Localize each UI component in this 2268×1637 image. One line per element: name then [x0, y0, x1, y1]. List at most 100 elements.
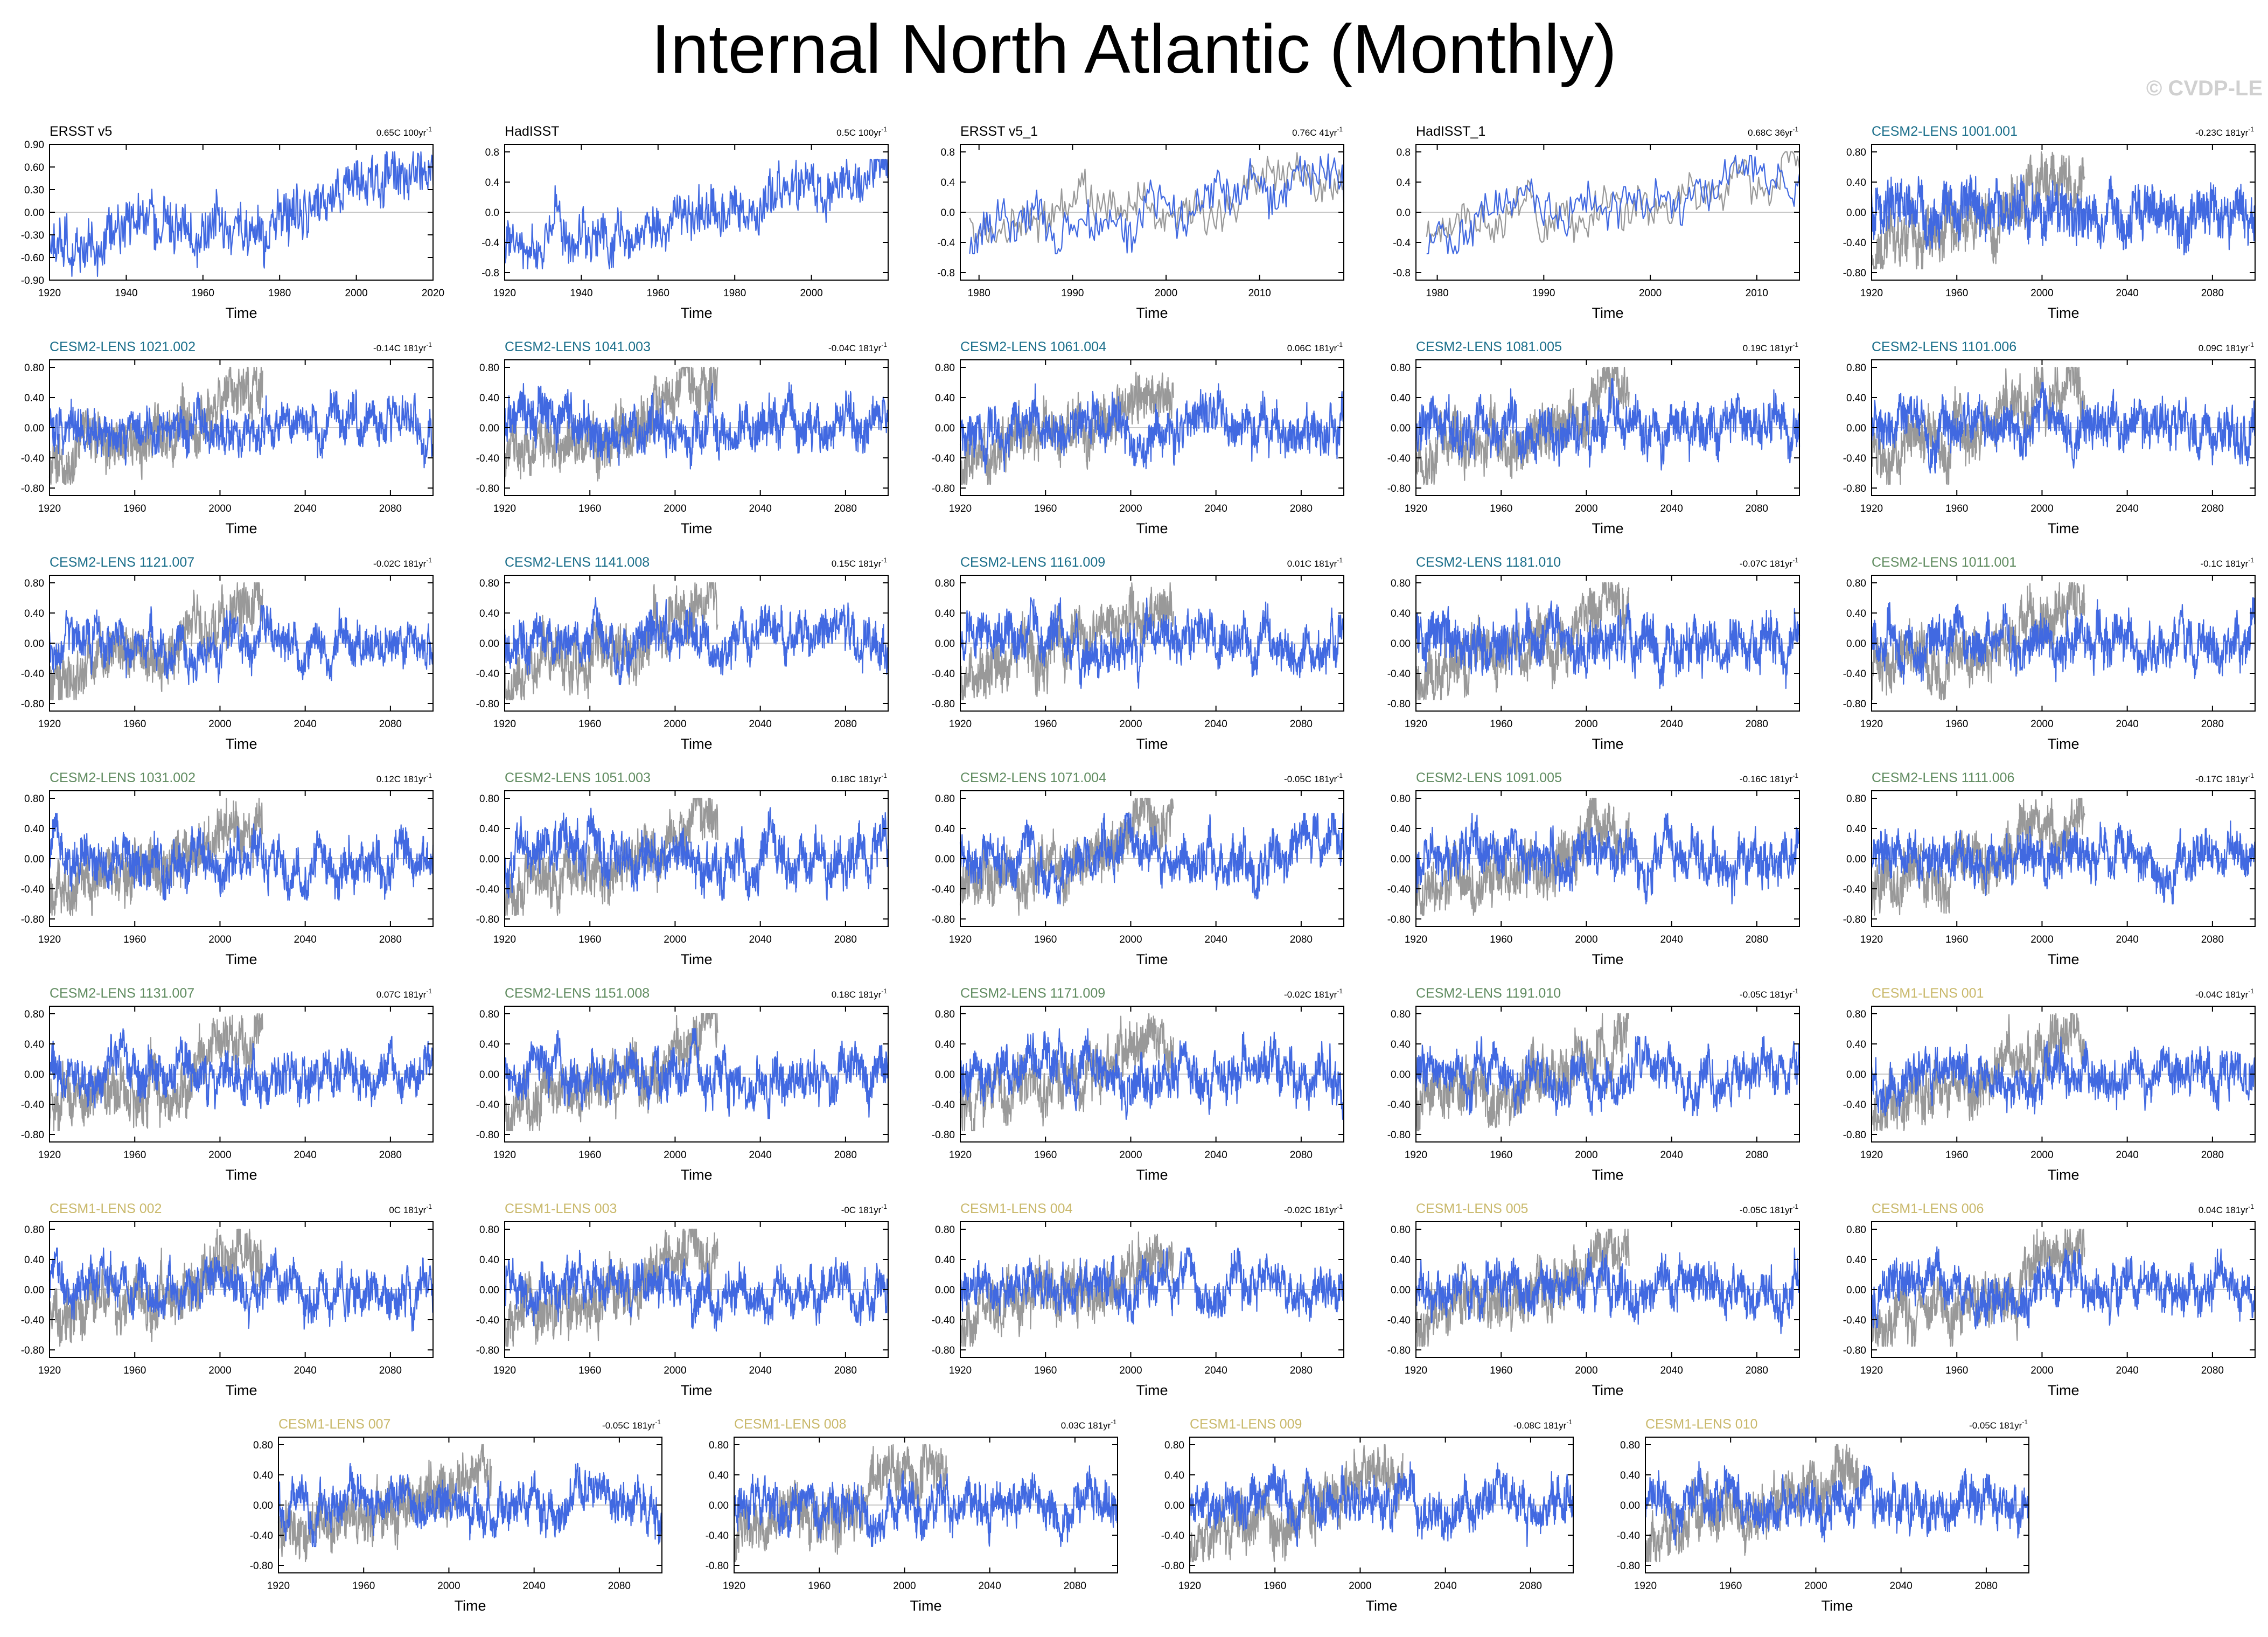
x-tick-label: 2080	[834, 1150, 857, 1161]
y-tick-label: 0.80	[1164, 1440, 1184, 1451]
panel-title: CESM2-LENS 1051.003	[505, 770, 651, 785]
y-tick-label: 0.00	[1846, 1285, 1866, 1296]
y-tick-label: -0.40	[932, 453, 955, 464]
x-tick-label: 1960	[1034, 934, 1057, 945]
x-tick-label: 2000	[893, 1580, 916, 1592]
x-tick-label: 2080	[1746, 1150, 1768, 1161]
y-tick-label: -0.40	[1617, 1530, 1640, 1542]
x-tick-label: 1920	[38, 288, 61, 299]
series-sim	[504, 807, 889, 901]
series-sim	[1415, 600, 1801, 689]
x-tick-label: 2000	[1349, 1580, 1371, 1592]
x-tick-label: 1920	[949, 934, 972, 945]
x-tick-label: 2000	[208, 1365, 231, 1376]
panel-trend: 0.06C 181yr-1	[1287, 341, 1343, 353]
x-tick-label: 2000	[208, 719, 231, 730]
y-tick-label: -0.80	[1387, 483, 1411, 494]
x-tick-label: 1960	[1945, 1150, 1968, 1161]
y-tick-label: 0.80	[1846, 578, 1866, 589]
x-tick-label: 2040	[749, 503, 772, 514]
series-sim	[48, 604, 434, 686]
series-ref	[959, 797, 1174, 916]
x-tick-label: 2040	[2116, 503, 2139, 514]
y-tick-label: -0.40	[932, 668, 955, 680]
series-sim	[48, 812, 434, 901]
y-tick-label: 0.80	[253, 1440, 273, 1451]
x-tick-label: 2080	[834, 719, 857, 730]
panel-trend: -0.17C 181yr-1	[2195, 772, 2254, 784]
y-tick-label: 0.40	[253, 1470, 273, 1481]
x-tick-label: 2040	[523, 1580, 546, 1592]
x-tick-label: 1960	[1034, 719, 1057, 730]
x-axis-label: Time	[455, 1598, 486, 1614]
x-tick-label: 1920	[1178, 1580, 1201, 1592]
panel-title: ERSST v5	[50, 124, 112, 139]
x-axis-label: Time	[1366, 1598, 1398, 1614]
panel-title: CESM1-LENS 002	[50, 1201, 162, 1216]
series-ref	[1644, 1444, 1859, 1563]
series-sim	[48, 1028, 434, 1110]
panel-cesm2-lens-1101-006: CESM2-LENS 1101.006 0.09C 181yr-1 -0.80 -0.…	[1843, 339, 2256, 537]
panel-cesm2-lens-1141-008: CESM2-LENS 1141.008 0.15C 181yr-1 -0.80 -0.…	[476, 555, 889, 752]
y-tick-label: 0.40	[935, 824, 955, 835]
y-tick-label: 0.00	[479, 638, 499, 650]
series-ref	[504, 582, 718, 701]
x-axis-label: Time	[226, 520, 257, 537]
x-tick-label: 1920	[949, 503, 972, 514]
y-tick-label: -0.8	[481, 268, 499, 279]
y-tick-label: 0.80	[1391, 578, 1411, 589]
y-tick-label: 0.40	[1391, 824, 1411, 835]
series-sim	[959, 597, 1345, 689]
x-tick-label: 2040	[749, 1150, 772, 1161]
y-tick-label: 0.60	[24, 162, 44, 173]
series-sim	[48, 1247, 434, 1332]
y-tick-label: -0.80	[706, 1561, 729, 1572]
y-tick-label: -0.40	[1843, 1099, 1866, 1111]
y-tick-label: -0.90	[21, 275, 44, 287]
y-tick-label: -0.80	[1387, 1130, 1411, 1141]
y-tick-label: 0.40	[1846, 1039, 1866, 1050]
y-tick-label: 0.80	[1846, 363, 1866, 374]
y-tick-label: -0.80	[21, 699, 44, 710]
panel-cesm1-lens-006: CESM1-LENS 006 0.04C 181yr-1 -0.80 -0.40 0.0…	[1843, 1201, 2256, 1398]
y-tick-label: -0.40	[21, 668, 44, 680]
x-tick-label: 1920	[1405, 1150, 1427, 1161]
x-tick-label: 1920	[949, 1150, 972, 1161]
x-axis-label: Time	[681, 951, 713, 967]
x-tick-label: 2000	[1804, 1580, 1827, 1592]
y-tick-label: -0.80	[932, 914, 955, 925]
x-tick-label: 1920	[1860, 1365, 1883, 1376]
x-tick-label: 1960	[1034, 1365, 1057, 1376]
x-tick-label: 2000	[1155, 288, 1177, 299]
y-tick-label: 0.00	[24, 207, 44, 219]
y-tick-label: -0.8	[937, 268, 955, 279]
y-tick-label: 0.80	[479, 1009, 499, 1020]
x-tick-label: 2040	[2116, 1365, 2139, 1376]
x-tick-label: 2000	[1119, 1150, 1142, 1161]
y-tick-label: -0.40	[932, 1099, 955, 1111]
x-tick-label: 1980	[723, 288, 746, 299]
y-tick-label: 0.80	[1620, 1440, 1640, 1451]
x-tick-label: 2080	[1746, 719, 1768, 730]
panel-cesm2-lens-1151-008: CESM2-LENS 1151.008 0.18C 181yr-1 -0.80 -0.…	[476, 986, 889, 1183]
series-ref	[48, 797, 263, 916]
series-obs	[1426, 155, 1801, 255]
y-tick-label: 0.40	[24, 1039, 44, 1050]
y-tick-label: 0.80	[479, 1224, 499, 1236]
x-tick-label: 1920	[493, 288, 516, 299]
x-tick-label: 2000	[1575, 1150, 1597, 1161]
x-tick-label: 2000	[800, 288, 822, 299]
x-tick-label: 2040	[1205, 503, 1227, 514]
y-tick-label: -0.40	[1387, 1315, 1411, 1326]
series-ref	[959, 1231, 1174, 1347]
x-tick-label: 2080	[379, 503, 402, 514]
y-tick-label: 0.00	[24, 1069, 44, 1081]
panel-trend: 0C 181yr-1	[389, 1203, 432, 1215]
series-obs	[504, 158, 889, 270]
y-tick-label: 0.00	[1846, 1069, 1866, 1081]
series-ref	[1871, 797, 2085, 916]
x-tick-label: 2040	[1660, 1150, 1683, 1161]
y-tick-label: 0.40	[1620, 1470, 1640, 1481]
x-tick-label: 2080	[1064, 1580, 1086, 1592]
y-tick-label: 0.80	[24, 1009, 44, 1020]
